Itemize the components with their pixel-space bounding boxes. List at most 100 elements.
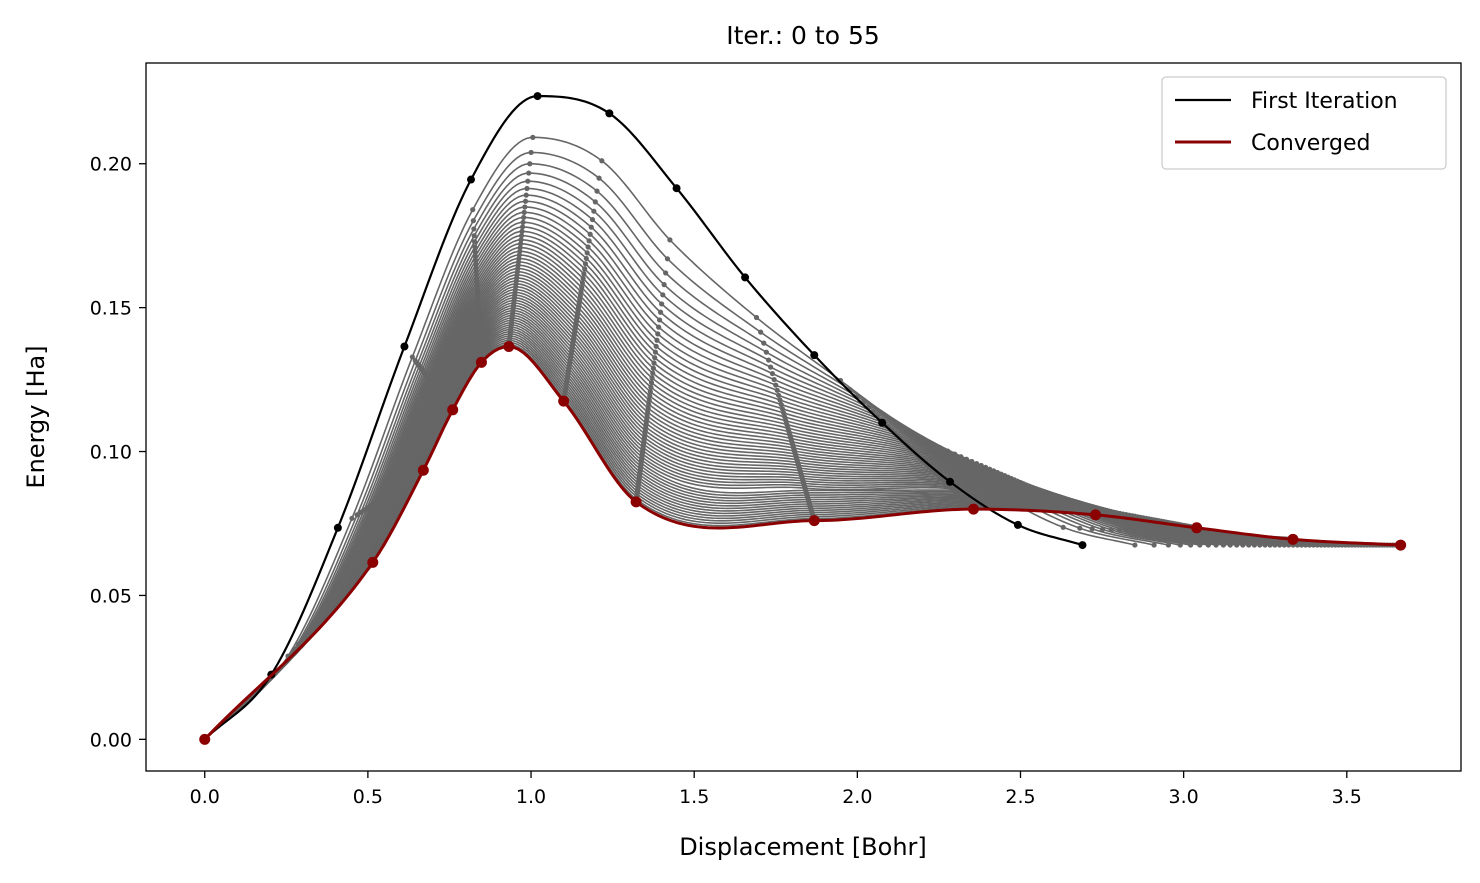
legend-label-first-iteration: First Iteration (1251, 89, 1398, 114)
intermediate-point (518, 233, 525, 239)
legend: First Iteration Converged (1161, 76, 1447, 170)
intermediate-point (599, 158, 605, 164)
converged-point (503, 340, 515, 352)
intermediate-point (520, 219, 526, 225)
intermediate-point (579, 284, 585, 291)
intermediate-point (776, 392, 782, 398)
intermediate-point (660, 292, 666, 298)
intermediate-point (470, 207, 476, 213)
intermediate-line (204, 200, 1217, 740)
intermediate-point (582, 266, 588, 272)
intermediate-point (518, 237, 524, 243)
intermediate-point (349, 515, 355, 521)
intermediate-point (524, 185, 530, 192)
intermediate-point (652, 355, 658, 361)
converged-point (1287, 533, 1299, 545)
chart-title: Iter.: 0 to 55 (726, 21, 880, 50)
intermediate-point (588, 224, 594, 230)
intermediate-point (527, 161, 533, 167)
intermediate-iteration (202, 198, 1219, 742)
intermediate-point (753, 314, 760, 321)
intermediate-point (530, 134, 536, 140)
intermediate-point (589, 216, 596, 223)
intermediate-point (522, 204, 528, 210)
converged-point (417, 464, 429, 476)
intermediate-point (1077, 525, 1083, 531)
intermediate-point (409, 354, 415, 360)
intermediate-iteration (202, 170, 1183, 742)
intermediate-point (656, 317, 663, 323)
intermediate-point (471, 226, 477, 232)
intermediate-line (204, 242, 1271, 740)
intermediate-point (771, 376, 777, 383)
intermediate-point (661, 282, 667, 288)
x-tick-label: 1.0 (516, 786, 546, 808)
intermediate-line (204, 162, 1169, 740)
intermediate-point (526, 170, 532, 176)
intermediate-point (769, 370, 776, 377)
intermediate-line (204, 257, 1289, 740)
intermediate-point (763, 349, 769, 355)
intermediate-point (518, 241, 524, 247)
intermediate-point (648, 384, 654, 390)
intermediate-line (204, 226, 1249, 740)
intermediate-point (521, 209, 527, 215)
first-iteration-point (672, 184, 681, 193)
intermediate-point (470, 218, 476, 224)
first-iteration-point (533, 92, 542, 101)
y-tick-label: 0.20 (90, 154, 132, 176)
intermediate-point (653, 343, 659, 349)
intermediate-point (594, 188, 600, 194)
axes-frame (145, 62, 1462, 772)
intermediate-point (582, 261, 589, 267)
intermediate-series (202, 134, 1401, 742)
intermediate-point (656, 324, 662, 330)
intermediate-point (1151, 542, 1157, 548)
intermediate-iteration (202, 219, 1246, 742)
converged-point (475, 356, 487, 368)
intermediate-point (655, 331, 661, 337)
intermediate-point (645, 405, 651, 411)
intermediate-point (576, 301, 582, 307)
first-iteration-point (878, 418, 887, 427)
converged-point (1191, 522, 1203, 534)
intermediate-point (525, 178, 531, 184)
first-iteration-point (400, 342, 409, 351)
intermediate-point (761, 340, 767, 346)
x-tick-label: 3.0 (1169, 786, 1199, 808)
legend-box (1161, 76, 1447, 170)
first-iteration-point (605, 109, 614, 118)
x-tick-label: 0.5 (353, 786, 383, 808)
converged-point (199, 733, 211, 745)
intermediate-iteration (202, 178, 1194, 742)
first-iteration-point (1013, 520, 1022, 529)
intermediate-point (659, 301, 665, 307)
converged-point (630, 496, 642, 508)
intermediate-line (204, 172, 1181, 740)
first-iteration-point (333, 523, 342, 532)
intermediate-point (657, 309, 664, 315)
converged-point (1090, 509, 1102, 521)
intermediate-point (667, 237, 673, 243)
intermediate-point (579, 280, 586, 286)
intermediate-point (778, 401, 784, 408)
converged-point (367, 556, 379, 568)
converged-point (1395, 539, 1407, 551)
plot-area (199, 92, 1407, 745)
converged-point (558, 395, 570, 407)
intermediate-iteration (202, 204, 1226, 742)
y-axis-label: Energy [Ha] (22, 345, 50, 488)
intermediate-point (471, 233, 477, 239)
intermediate-point (648, 380, 655, 386)
intermediate-point (645, 409, 651, 415)
intermediate-point (647, 388, 653, 395)
intermediate-point (577, 293, 583, 299)
intermediate-point (596, 175, 602, 181)
intermediate-point (664, 256, 671, 262)
intermediate-point (651, 360, 657, 366)
converged-series (199, 340, 1407, 745)
intermediate-point (649, 375, 655, 381)
x-tick-label: 0.0 (190, 786, 220, 808)
intermediate-point (652, 349, 659, 355)
